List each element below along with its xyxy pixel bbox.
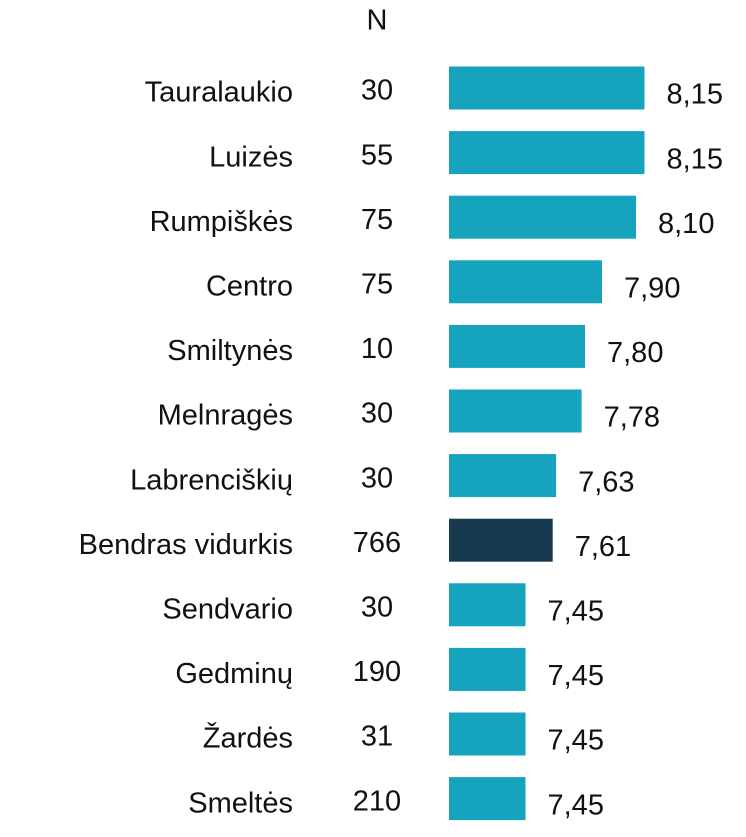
category-label: Labrenciškių	[130, 464, 293, 496]
n-value: 30	[361, 75, 393, 107]
value-label: 7,45	[548, 789, 604, 821]
value-label: 8,15	[667, 79, 723, 111]
value-label: 7,80	[607, 337, 663, 369]
category-label: Melnragės	[158, 400, 293, 432]
n-value: 766	[353, 527, 401, 559]
value-label: 7,45	[548, 725, 604, 757]
value-label: 7,61	[575, 531, 631, 563]
bar	[449, 647, 526, 691]
category-label: Sendvario	[162, 593, 293, 625]
value-label: 7,45	[548, 595, 604, 627]
bar	[449, 712, 526, 756]
bar	[449, 66, 645, 110]
category-label: Smeltės	[188, 787, 293, 819]
bar	[449, 131, 645, 175]
value-label: 7,90	[624, 272, 680, 304]
bar	[449, 195, 636, 239]
n-value: 30	[361, 591, 393, 623]
category-label: Centro	[206, 270, 293, 302]
category-label: Smiltynės	[167, 335, 293, 367]
value-label: 8,10	[658, 208, 714, 240]
value-label: 7,45	[548, 660, 604, 692]
n-value: 75	[361, 204, 393, 236]
category-label: Žardės	[203, 722, 293, 755]
value-label: 7,63	[578, 466, 634, 498]
n-value: 210	[353, 785, 401, 817]
category-label: Gedminų	[175, 658, 293, 690]
n-value: 55	[361, 139, 393, 171]
bar	[449, 583, 526, 627]
category-label: Luizės	[209, 141, 293, 173]
n-value: 31	[361, 721, 393, 753]
bar	[449, 777, 526, 821]
bar	[449, 518, 553, 562]
bar	[449, 260, 602, 304]
n-value: 30	[361, 398, 393, 430]
bar	[449, 324, 585, 368]
bar	[449, 454, 557, 498]
category-label: Bendras vidurkis	[79, 529, 293, 561]
value-label: 8,15	[667, 143, 723, 175]
category-label: Rumpiškės	[150, 206, 293, 238]
bar	[449, 389, 582, 433]
category-label: Tauralaukio	[145, 77, 293, 109]
n-header: N	[367, 5, 388, 37]
value-label: 7,78	[604, 402, 660, 434]
n-value: 30	[361, 462, 393, 494]
n-value: 190	[353, 656, 401, 688]
n-value: 75	[361, 268, 393, 300]
n-value: 10	[361, 333, 393, 365]
